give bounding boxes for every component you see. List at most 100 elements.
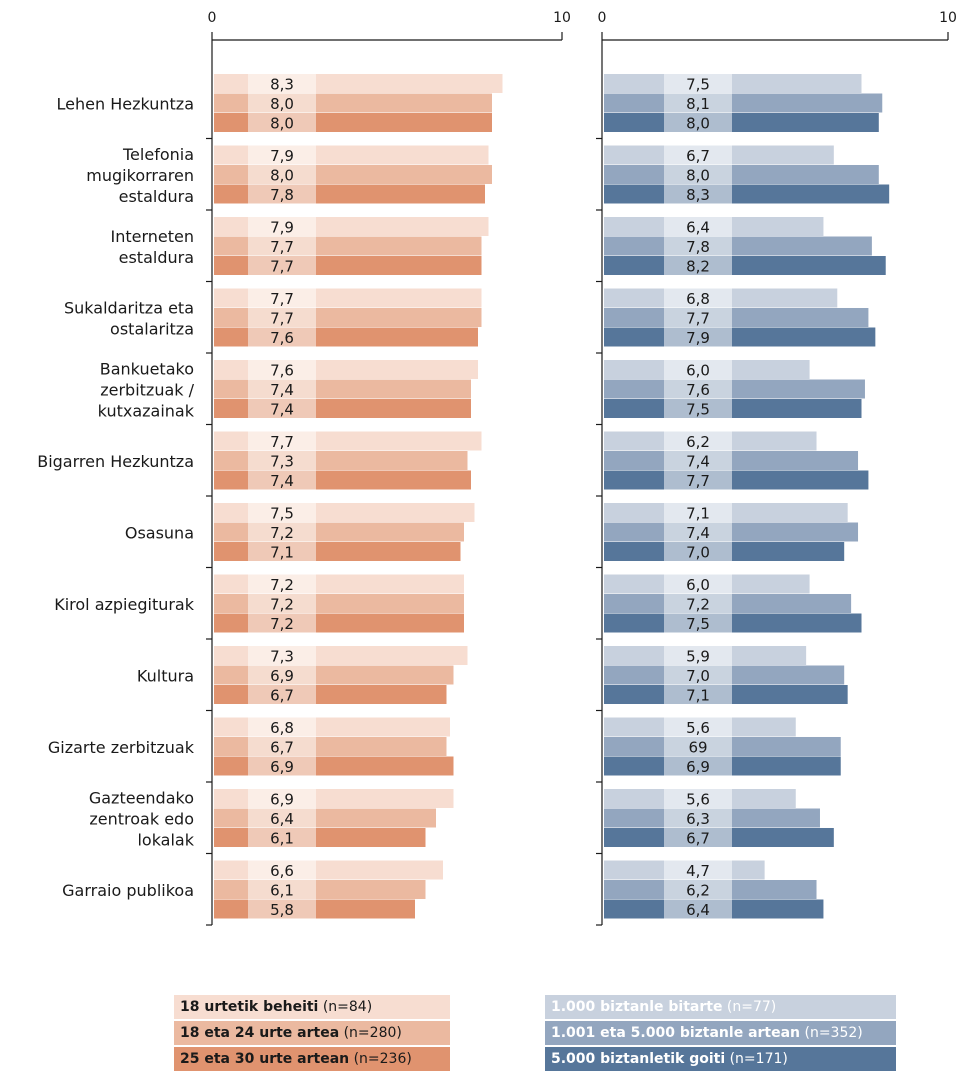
- value-band-right: [664, 431, 732, 451]
- tick-label-left-0: 0: [208, 10, 217, 26]
- value-band-right: [664, 685, 732, 704]
- category-label: Gizarte zerbitzuak: [48, 738, 195, 757]
- data-label-left: 5,8: [270, 901, 294, 919]
- data-label-right: 7,4: [686, 524, 710, 542]
- legend-series-name: 18 urtetik beheiti: [180, 999, 319, 1015]
- legend-series-n: (n=84): [322, 999, 373, 1015]
- data-label-right: 5,6: [686, 790, 710, 808]
- category-label: Bigarren Hezkuntza: [37, 452, 194, 471]
- legend-series-n: (n=171): [729, 1051, 788, 1067]
- value-band-left: [248, 165, 316, 184]
- value-band-left: [248, 184, 316, 204]
- value-band-left: [248, 522, 316, 542]
- value-band-left: [248, 308, 316, 327]
- bar-left: [214, 880, 426, 899]
- legend-item-25-30: 25 eta 30 urte artean (n=236): [174, 1047, 450, 1071]
- data-label-right: 6,7: [686, 147, 710, 165]
- legend-item-up-to-1000: 1.000 biztanle bitarte (n=77): [545, 995, 896, 1019]
- category-label: zentroak edo: [89, 809, 194, 828]
- value-band-right: [664, 613, 732, 633]
- legend-series-name: 1.000 biztanle bitarte: [551, 999, 723, 1015]
- data-label-right: 8,3: [686, 186, 710, 204]
- value-band-left: [248, 717, 316, 737]
- data-label-right: 6,9: [686, 758, 710, 776]
- value-band-left: [248, 808, 316, 828]
- category-label: Kirol azpiegiturak: [54, 595, 195, 614]
- data-label-left: 6,6: [270, 862, 294, 880]
- legend-series-name: 1.001 eta 5.000 biztanle artean: [551, 1025, 801, 1041]
- value-band-right: [664, 880, 732, 899]
- bar-right: [604, 308, 869, 327]
- value-band-right: [664, 665, 732, 685]
- bar-right: [604, 256, 886, 275]
- category-label: Kultura: [137, 666, 194, 685]
- value-band-right: [664, 503, 732, 522]
- value-band-right: [664, 399, 732, 418]
- legend-series-n: (n=352): [804, 1025, 863, 1041]
- bar-right: [604, 613, 862, 633]
- data-label-left: 6,9: [270, 758, 294, 776]
- value-band-right: [664, 379, 732, 399]
- tick-label-left-10: 10: [553, 10, 571, 26]
- value-band-right: [664, 574, 732, 594]
- value-band-right: [664, 470, 732, 490]
- value-band-left: [248, 860, 316, 880]
- data-label-right: 7,0: [686, 667, 710, 685]
- value-band-right: [664, 113, 732, 132]
- bar-right: [604, 327, 876, 347]
- value-band-left: [248, 503, 316, 522]
- category-label: Interneten: [110, 227, 194, 246]
- value-band-left: [248, 574, 316, 594]
- data-label-right: 8,0: [686, 166, 710, 184]
- category-label: Gazteendako: [89, 788, 194, 807]
- bar-left: [214, 808, 436, 828]
- data-label-left: 7,2: [270, 615, 294, 633]
- legend-series-n: (n=236): [353, 1051, 412, 1067]
- data-label-right: 6,8: [686, 290, 710, 308]
- value-band-left: [248, 431, 316, 451]
- value-band-left: [248, 217, 316, 236]
- data-label-right: 7,7: [686, 309, 710, 327]
- bar-right: [604, 184, 890, 204]
- data-label-left: 6,8: [270, 719, 294, 737]
- data-label-left: 7,7: [270, 309, 294, 327]
- value-band-right: [664, 594, 732, 613]
- data-label-left: 7,6: [270, 329, 294, 347]
- data-label-right: 8,2: [686, 257, 710, 275]
- value-band-right: [664, 93, 732, 113]
- data-label-right: 7,5: [686, 400, 710, 418]
- data-label-left: 6,1: [270, 881, 294, 899]
- data-label-right: 7,5: [686, 75, 710, 93]
- value-band-right: [664, 145, 732, 165]
- bar-right: [604, 113, 879, 132]
- legend-item-under-18: 18 urtetik beheiti (n=84): [174, 995, 450, 1019]
- legend-series-name: 5.000 biztanletik goiti: [551, 1051, 726, 1067]
- data-label-left: 7,9: [270, 147, 294, 165]
- value-band-right: [664, 542, 732, 561]
- data-label-right: 6,2: [686, 433, 710, 451]
- value-band-left: [248, 399, 316, 418]
- data-label-left: 7,6: [270, 361, 294, 379]
- value-band-right: [664, 717, 732, 737]
- data-label-left: 6,7: [270, 738, 294, 756]
- value-band-left: [248, 113, 316, 132]
- data-label-left: 7,3: [270, 647, 294, 665]
- bar-right: [604, 74, 862, 93]
- value-band-left: [248, 737, 316, 756]
- legend-item-1001-5000: 1.001 eta 5.000 biztanle artean (n=352): [545, 1021, 896, 1045]
- data-label-right: 6,0: [686, 576, 710, 594]
- value-band-right: [664, 308, 732, 327]
- value-band-left: [248, 256, 316, 275]
- value-band-left: [248, 360, 316, 379]
- data-label-left: 6,4: [270, 810, 294, 828]
- value-band-left: [248, 613, 316, 633]
- value-band-left: [248, 685, 316, 704]
- category-label: Sukaldaritza eta: [64, 298, 194, 317]
- bar-right: [604, 236, 872, 256]
- data-label-right: 8,1: [686, 95, 710, 113]
- data-label-left: 7,2: [270, 595, 294, 613]
- data-label-right: 7,7: [686, 472, 710, 490]
- data-label-right: 8,0: [686, 114, 710, 132]
- category-label: zerbitzuak /: [100, 380, 194, 399]
